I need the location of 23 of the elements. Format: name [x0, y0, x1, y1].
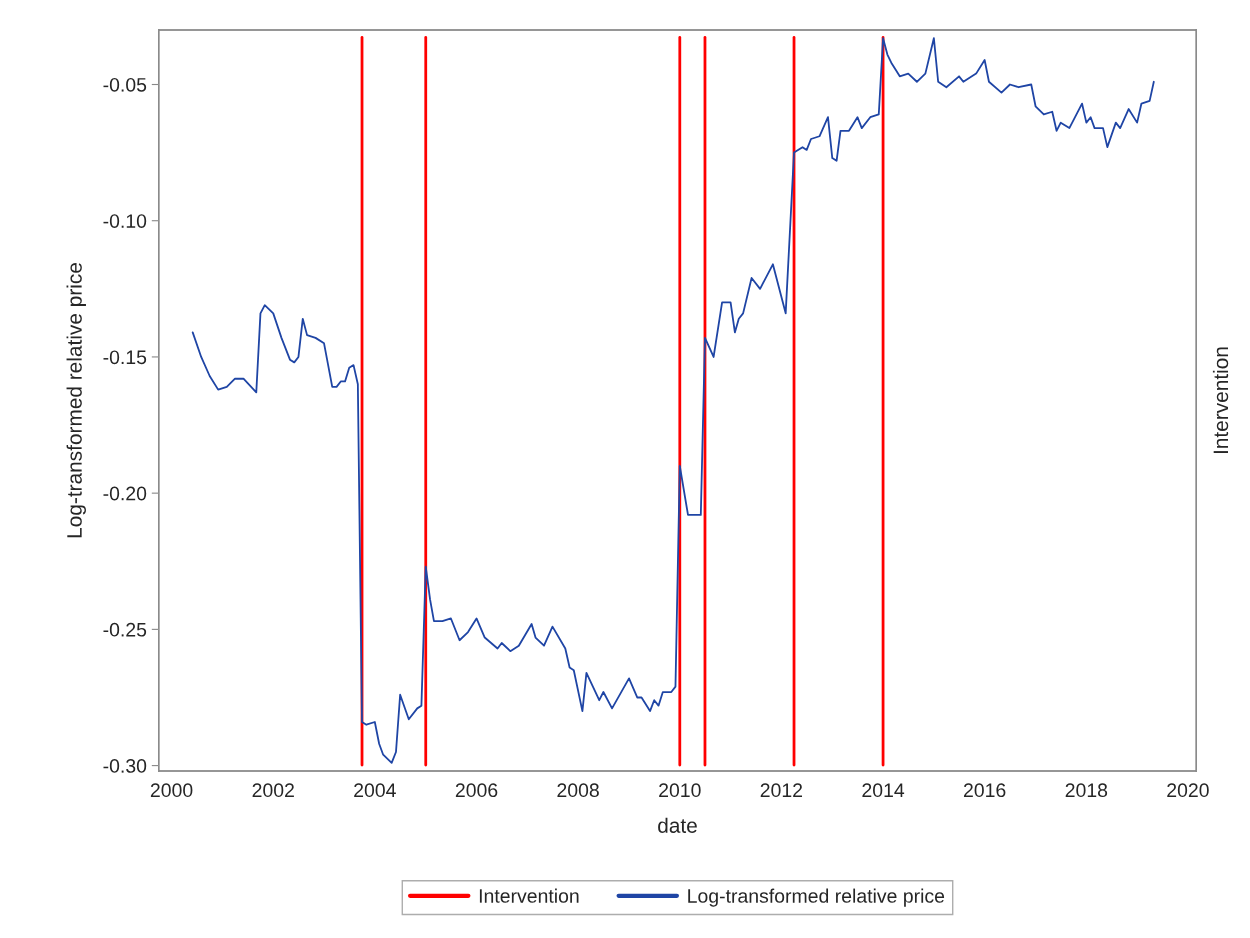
x-axis-title: date	[658, 817, 697, 833]
line-series	[191, 37, 1155, 764]
y-axis-title: Log-transformed relative price	[66, 263, 86, 538]
x-tick-label: 2016	[963, 783, 1006, 798]
x-tick-label: 2008	[557, 783, 599, 798]
legend-label: Log-transformed relative price	[688, 888, 945, 907]
x-tick-label: 2004	[354, 783, 396, 798]
x-tick-label: 2014	[862, 783, 905, 798]
x-tick-label: 2020	[1167, 783, 1209, 798]
x-tick-label: 2012	[760, 783, 803, 798]
y2-axis-title: Intervention	[1212, 347, 1229, 454]
x-tick-label: 2002	[252, 783, 294, 798]
y-tick-label: -0.05	[103, 77, 147, 92]
x-tick-label: 2018	[1065, 783, 1108, 798]
y-tick-label: -0.15	[103, 350, 147, 365]
y-tick-label: -0.10	[103, 214, 147, 228]
y-tick-label: -0.20	[103, 486, 147, 501]
x-tick-label: 2010	[659, 783, 701, 798]
y-tick-label: -0.25	[103, 622, 147, 637]
x-tick-label: 2000	[150, 783, 193, 798]
x-tick-label: 2006	[455, 783, 498, 798]
y-tick-label: -0.30	[103, 759, 147, 773]
legend-label: Intervention	[479, 888, 579, 903]
